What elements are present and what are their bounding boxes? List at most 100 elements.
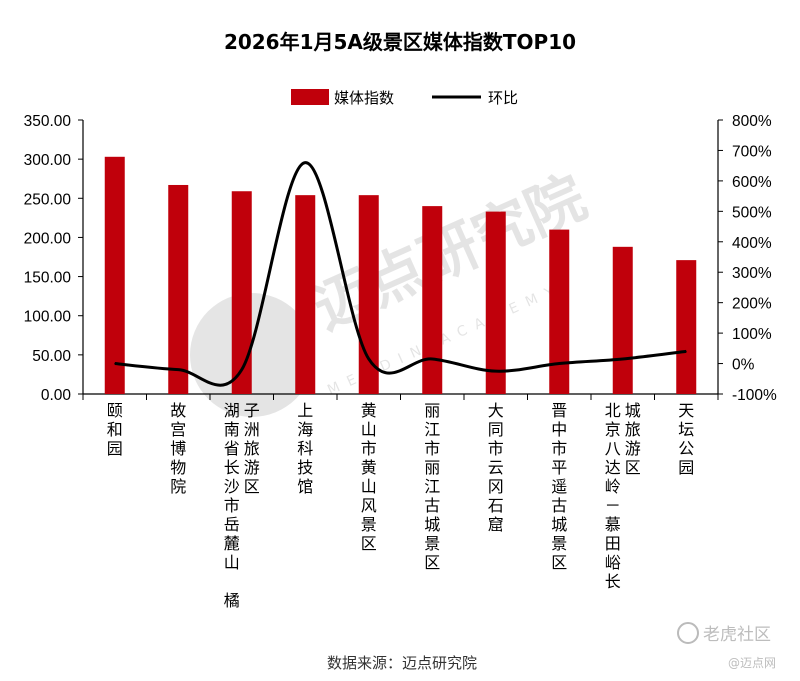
category-char: 长	[605, 572, 621, 591]
tiger-logo-icon	[677, 622, 699, 644]
category-char: 颐	[107, 401, 123, 420]
category-char: 同	[488, 420, 504, 439]
category-label-line: 上海科技馆	[297, 401, 313, 496]
right-tick-label: -100%	[732, 387, 777, 404]
category-label: 颐和园	[107, 401, 123, 458]
category-char: 市	[551, 439, 567, 458]
category-char: 平	[551, 458, 567, 477]
category-char: 达	[605, 458, 621, 477]
category-char: 中	[551, 420, 567, 439]
category-label-line: 故宫博物院	[170, 401, 186, 496]
right-tick-label: 600%	[732, 174, 772, 191]
category-char: 丽	[424, 458, 440, 477]
line-point	[558, 363, 560, 365]
category-char: 旅	[625, 420, 641, 439]
category-char: 物	[170, 458, 186, 477]
category-char: 江	[424, 477, 440, 496]
category-char: 城	[551, 515, 567, 534]
bar	[485, 211, 506, 394]
left-tick-label: 250.00	[24, 191, 72, 208]
category-char: 游	[244, 458, 260, 477]
category-char: 大	[488, 401, 504, 420]
bar-series	[104, 156, 697, 394]
category-char: 天	[678, 401, 694, 420]
category-label: 丽江市丽江古城景区	[424, 401, 440, 572]
bar	[612, 246, 633, 394]
bar	[231, 191, 252, 394]
category-char: 海	[297, 420, 313, 439]
category-char: 遥	[551, 477, 567, 496]
category-char: 市	[224, 496, 240, 515]
category-char: 市	[488, 439, 504, 458]
category-char: 古	[551, 496, 567, 515]
category-label-line: 湖南省长沙市岳麓山 橘	[224, 401, 240, 610]
line-point	[685, 350, 687, 352]
category-char: 沙	[224, 477, 240, 496]
category-char: 麓	[224, 534, 240, 553]
category-char: 丽	[424, 401, 440, 420]
line-point	[368, 358, 370, 360]
category-char: 京	[605, 420, 621, 439]
legend: 媒体指数 环比	[291, 89, 518, 107]
right-tick-label: 200%	[732, 296, 772, 313]
line-point	[177, 369, 179, 371]
line-point	[431, 358, 433, 360]
category-char: 洲	[244, 420, 260, 439]
category-char: 游	[625, 439, 641, 458]
category-char: 博	[170, 439, 186, 458]
bar	[549, 229, 570, 394]
category-char: 南	[224, 420, 240, 439]
category-char: 省	[224, 439, 240, 458]
line-series	[114, 161, 687, 387]
category-char: 慕	[605, 515, 621, 534]
category-char: 技	[297, 458, 313, 477]
category-char: 子	[244, 401, 260, 420]
category-char: 田	[605, 534, 621, 553]
category-char: 园	[107, 439, 123, 458]
category-char: 故	[170, 401, 186, 420]
category-char: 石	[488, 496, 504, 515]
line-point	[495, 370, 497, 372]
corner-brand-text: 老虎社区	[703, 625, 771, 645]
category-char: 岭	[605, 477, 621, 496]
corner-brand: 老虎社区 @迈点网	[677, 622, 776, 670]
category-label: 黄山市黄山风景区	[361, 401, 377, 553]
right-tick-label: 800%	[732, 113, 772, 130]
category-label: 上海科技馆	[297, 401, 313, 496]
category-char: 橘	[224, 591, 240, 610]
chart-title: 2026年1月5A级景区媒体指数TOP10	[224, 30, 576, 54]
category-char: 区	[551, 553, 567, 572]
category-char: 晋	[551, 401, 567, 420]
legend-label-bar: 媒体指数	[334, 89, 394, 107]
category-char: 上	[297, 401, 313, 420]
category-char: 八	[605, 439, 621, 458]
category-label: 天坛公园	[678, 401, 694, 477]
category-char: 峪	[605, 553, 621, 572]
corner-small-text: @迈点网	[728, 656, 776, 670]
category-char: 黄	[361, 401, 377, 420]
category-char: 风	[361, 496, 377, 515]
category-label-line: 北京八达岭－慕田峪长	[605, 401, 621, 591]
left-tick-label: 50.00	[32, 348, 71, 365]
bar	[295, 195, 316, 394]
right-tick-label: 500%	[732, 204, 772, 221]
category-char: 山	[224, 553, 240, 572]
bar	[168, 184, 189, 394]
category-char: 园	[678, 458, 694, 477]
right-tick-label: 300%	[732, 265, 772, 282]
category-char: 古	[424, 496, 440, 515]
category-char: 和	[107, 420, 123, 439]
category-label-line: 天坛公园	[678, 401, 694, 477]
category-label-line: 丽江市丽江古城景区	[424, 401, 440, 572]
category-char: 市	[361, 439, 377, 458]
category-char: 岳	[224, 515, 240, 534]
line-point	[241, 369, 243, 371]
left-tick-label: 100.00	[24, 309, 72, 326]
category-char: 院	[170, 477, 186, 496]
legend-label-line: 环比	[488, 89, 518, 107]
category-char: 黄	[361, 458, 377, 477]
category-char: 宫	[170, 420, 186, 439]
